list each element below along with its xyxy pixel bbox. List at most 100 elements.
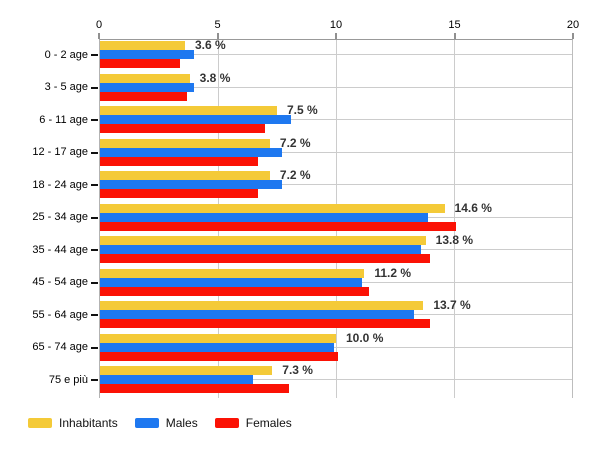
category-label: 3 - 5 age bbox=[44, 81, 88, 94]
category-tick bbox=[91, 119, 98, 122]
bar-females bbox=[100, 59, 181, 68]
category-tick bbox=[91, 379, 98, 382]
bar-inhabitants bbox=[100, 138, 270, 148]
bar-males bbox=[100, 82, 195, 92]
legend-item: Females bbox=[214, 416, 292, 430]
x-axis-tick-mark bbox=[335, 33, 337, 39]
legend-label: Males bbox=[165, 416, 198, 430]
value-label: 13.7 % bbox=[433, 298, 471, 313]
value-label: 7.5 % bbox=[287, 103, 318, 118]
bar-females bbox=[100, 384, 289, 394]
chart-row: 12 - 17 age 7.2 % bbox=[32, 135, 572, 171]
legend-label: Females bbox=[245, 416, 292, 430]
x-axis-tick-label: 0 bbox=[95, 19, 103, 31]
legend-swatch-icon bbox=[214, 418, 239, 428]
bar-females bbox=[100, 286, 370, 296]
vertical-gridline bbox=[454, 40, 455, 398]
category-label: 6 - 11 age bbox=[39, 113, 88, 126]
x-axis-tick-mark bbox=[572, 33, 574, 39]
bar-inhabitants bbox=[100, 41, 185, 50]
bar-inhabitants bbox=[100, 301, 424, 311]
chart-row: 6 - 11 age 7.5 % bbox=[39, 103, 572, 138]
bar-inhabitants bbox=[100, 171, 270, 181]
bar-females bbox=[100, 221, 457, 231]
category-label: 55 - 64 age bbox=[32, 308, 88, 321]
category-label: 75 e più bbox=[48, 373, 88, 386]
x-axis-ticks bbox=[98, 33, 574, 39]
chart-row: 55 - 64 age 13.7 % bbox=[32, 298, 572, 333]
category-gridline bbox=[100, 151, 572, 153]
bar-inhabitants bbox=[100, 236, 426, 246]
value-label: 7.2 % bbox=[279, 168, 311, 183]
category-tick bbox=[91, 249, 98, 252]
chart-row: 3 - 5 age 3.8 % bbox=[45, 70, 572, 106]
bar-males bbox=[100, 147, 282, 157]
bar-females bbox=[100, 319, 431, 329]
bar-males bbox=[100, 115, 292, 125]
x-axis-tick-mark bbox=[217, 33, 218, 39]
value-label: 3.6 % bbox=[194, 38, 226, 52]
legend-item: Males bbox=[134, 416, 198, 430]
legend: Inhabitants Males Females bbox=[28, 416, 309, 430]
category-gridline bbox=[100, 54, 572, 55]
category-gridline bbox=[100, 119, 572, 121]
bar-males bbox=[100, 180, 282, 190]
x-axis-labels: 0 5 10 15 20 bbox=[95, 19, 579, 32]
category-label: 25 - 34 age bbox=[32, 211, 88, 224]
category-label: 35 - 44 age bbox=[32, 243, 88, 256]
category-tick bbox=[91, 346, 98, 349]
category-tick bbox=[91, 184, 98, 187]
legend-label: Inhabitants bbox=[59, 416, 118, 430]
chart-row: 65 - 74 age 10.0 % bbox=[32, 330, 572, 366]
category-tick bbox=[91, 86, 98, 89]
value-label: 3.8 % bbox=[199, 70, 231, 85]
x-axis-tick-label: 5 bbox=[214, 19, 221, 31]
legend-item: Inhabitants bbox=[28, 416, 118, 430]
bar-inhabitants bbox=[100, 106, 277, 116]
category-tick bbox=[91, 314, 98, 317]
bar-males bbox=[100, 375, 254, 385]
legend-swatch-icon bbox=[134, 418, 159, 428]
value-label: 7.2 % bbox=[279, 135, 311, 150]
category-tick bbox=[91, 151, 98, 154]
bar-females bbox=[100, 91, 188, 101]
chart-row: 75 e più 7.3 % bbox=[49, 363, 572, 398]
category-label: 0 - 2 age bbox=[44, 48, 88, 61]
bar-males bbox=[100, 245, 421, 255]
bar-females bbox=[100, 124, 266, 134]
bar-inhabitants bbox=[100, 268, 365, 278]
bar-males bbox=[100, 310, 414, 320]
value-label: 10.0 % bbox=[346, 330, 384, 345]
bar-females bbox=[100, 156, 259, 166]
chart-row: 0 - 2 age 3.6 % bbox=[45, 38, 572, 73]
bar-inhabitants bbox=[100, 333, 336, 343]
chart-row: 45 - 54 age 11.2 % bbox=[32, 265, 572, 301]
bar-males bbox=[100, 212, 429, 222]
category-gridline bbox=[100, 86, 572, 88]
value-label: 7.3 % bbox=[282, 363, 313, 378]
x-axis-tick-label: 10 bbox=[329, 19, 343, 31]
x-axis-tick-label: 15 bbox=[448, 19, 461, 31]
x-axis-tick-mark bbox=[98, 33, 100, 39]
bar-males bbox=[100, 50, 195, 59]
value-label: 13.8 % bbox=[435, 233, 474, 248]
bar-males bbox=[100, 277, 362, 287]
bar-inhabitants bbox=[100, 203, 445, 213]
bar-females bbox=[100, 351, 339, 361]
chart-row: 18 - 24 age 7.2 % bbox=[32, 168, 572, 203]
bar-females bbox=[100, 254, 431, 264]
bar-inhabitants bbox=[100, 73, 190, 83]
category-label: 18 - 24 age bbox=[32, 178, 88, 191]
category-gridline bbox=[100, 346, 572, 348]
plot-area: 0 - 2 age 3.6 % 3 - 5 age 3.8 % 6 - 11 age 7.… bbox=[32, 38, 573, 398]
bar-inhabitants bbox=[100, 366, 273, 376]
chart-row: 35 - 44 age 13.8 % bbox=[32, 233, 572, 268]
category-tick bbox=[91, 281, 98, 284]
value-label: 11.2 % bbox=[374, 265, 412, 280]
category-gridline bbox=[100, 379, 572, 381]
category-tick bbox=[91, 54, 98, 56]
category-label: 65 - 74 age bbox=[32, 341, 88, 354]
value-label: 14.6 % bbox=[454, 200, 492, 215]
x-axis-tick-mark bbox=[454, 33, 455, 39]
